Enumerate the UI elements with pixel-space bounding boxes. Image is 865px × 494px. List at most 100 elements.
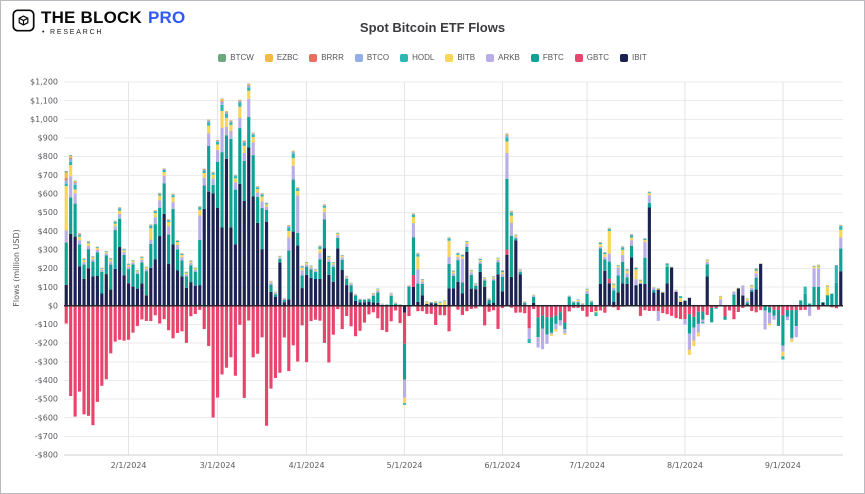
bar-segment-gbtc (491, 305, 496, 311)
bar-segment-btco (260, 193, 264, 195)
bar-segment-bitb (91, 257, 95, 260)
bar-segment-fbtc (269, 284, 273, 292)
chart-legend: BTCW EZBC BRRR BTCO HODL BITB ARKB FBTC GBTC IBIT (0, 53, 865, 62)
bar-segment-bitb (247, 90, 251, 99)
bar-segment-bitb (198, 209, 202, 216)
bar-segment-bitb (629, 237, 634, 241)
bar-segment-gbtc (322, 305, 326, 343)
legend-label: BRRR (321, 53, 344, 62)
bar-segment-gbtc (670, 305, 674, 316)
bar-segment-bitb (745, 298, 749, 301)
bar-segment-fbtc (563, 322, 567, 330)
bar-segment-bitb (754, 271, 758, 274)
bar-segment-hodl (211, 173, 215, 175)
bar-segment-fbtc (803, 293, 807, 306)
bar-segment-bitb (238, 106, 242, 118)
bar-segment-ezbc (825, 285, 829, 287)
bar-segment-ibit (269, 291, 273, 306)
bar-segment-fbtc (224, 135, 229, 159)
bar-segment-fbtc (389, 295, 393, 306)
bar-segment-fbtc (523, 302, 527, 305)
bar-segment-fbtc (558, 312, 562, 321)
bar-segment-fbtc (808, 303, 812, 306)
bar-segment-hodl (665, 263, 669, 266)
bar-segment-fbtc (175, 249, 180, 271)
bar-segment-fbtc (540, 315, 545, 329)
bar-segment-ibit (282, 302, 286, 306)
legend-label: HODL (412, 53, 435, 62)
bar-segment-ibit (242, 200, 246, 306)
bar-segment-arkb (563, 329, 567, 334)
bar-segment-ibit (656, 289, 660, 306)
bar-segment-arkb (256, 192, 260, 197)
bar-segment-gbtc (767, 305, 772, 308)
bar-segment-gbtc (175, 305, 180, 334)
bar-segment-bitb (532, 294, 536, 296)
legend-label: BTCO (366, 53, 390, 62)
bar-segment-arkb (327, 259, 331, 262)
bar-segment-gbtc (710, 305, 714, 309)
bar-segment-bitb (509, 215, 513, 223)
bar-segment-hodl (167, 220, 171, 222)
bar-segment-ibit (104, 274, 108, 306)
bar-segment-fbtc (238, 128, 242, 184)
bar-segment-bitb (109, 259, 113, 262)
bar-segment-fbtc (420, 283, 424, 296)
bar-segment-gbtc (345, 305, 349, 317)
bar-segment-bitb (140, 257, 144, 260)
bar-segment-ibit (376, 302, 380, 306)
bar-segment-btco (238, 101, 242, 103)
bar-segment-fbtc (118, 218, 122, 248)
bar-segment-bitb (100, 268, 104, 270)
bar-segment-arkb (180, 257, 184, 261)
bar-segment-arkb (487, 299, 491, 301)
bar-segment-fbtc (153, 224, 157, 260)
bar-segment-gbtc (785, 305, 789, 311)
bar-segment-gbtc (674, 305, 678, 319)
bar-segment-hodl (256, 187, 260, 190)
bar-segment-arkb (336, 235, 340, 238)
bar-segment-ibit (278, 262, 282, 306)
bar-segment-ibit (705, 276, 709, 306)
bar-segment-gbtc (336, 305, 340, 310)
bar-segment-arkb (527, 328, 531, 339)
bar-segment-ibit (532, 302, 536, 306)
bar-segment-ibit (616, 292, 620, 306)
bar-segment-arkb (282, 298, 286, 300)
bar-segment-fbtc (612, 290, 616, 302)
bar-segment-arkb (149, 239, 153, 244)
bar-segment-hodl (198, 207, 202, 210)
bar-segment-btco (411, 214, 416, 215)
bar-segment-fbtc (340, 259, 344, 270)
bar-segment-gbtc (652, 305, 656, 311)
bar-segment-hodl (336, 232, 340, 234)
bar-segment-bitb (153, 213, 157, 218)
bar-segment-fbtc (781, 315, 785, 346)
bar-segment-bitb (491, 277, 496, 279)
bar-segment-hodl (131, 260, 135, 261)
bar-segment-arkb (376, 290, 380, 293)
bar-segment-arkb (362, 299, 367, 301)
bar-segment-ibit (674, 291, 678, 306)
bar-segment-fbtc (576, 302, 580, 306)
bar-segment-bitb (340, 255, 344, 258)
bar-segment-arkb (794, 326, 798, 338)
bar-segment-arkb (229, 130, 233, 139)
bar-segment-fbtc (318, 259, 322, 279)
bar-segment-fbtc (126, 269, 131, 284)
bar-segment-hodl (78, 235, 82, 237)
bar-segment-arkb (763, 310, 767, 330)
bar-segment-bitb (69, 164, 73, 177)
bar-segment-hodl (95, 247, 99, 248)
bar-segment-ibit (264, 221, 269, 306)
bar-segment-gbtc (647, 305, 651, 312)
x-tick-label: 7/1/2024 (569, 461, 605, 470)
bar-segment-bitb (167, 221, 171, 227)
bar-segment-arkb (162, 175, 166, 184)
bar-segment-arkb (705, 261, 709, 265)
bar-segment-bitb (674, 289, 678, 291)
bar-segment-arkb (536, 337, 540, 348)
bar-segment-gbtc (616, 305, 620, 311)
bar-segment-bitb (229, 124, 233, 131)
bar-segment-gbtc (140, 305, 144, 320)
